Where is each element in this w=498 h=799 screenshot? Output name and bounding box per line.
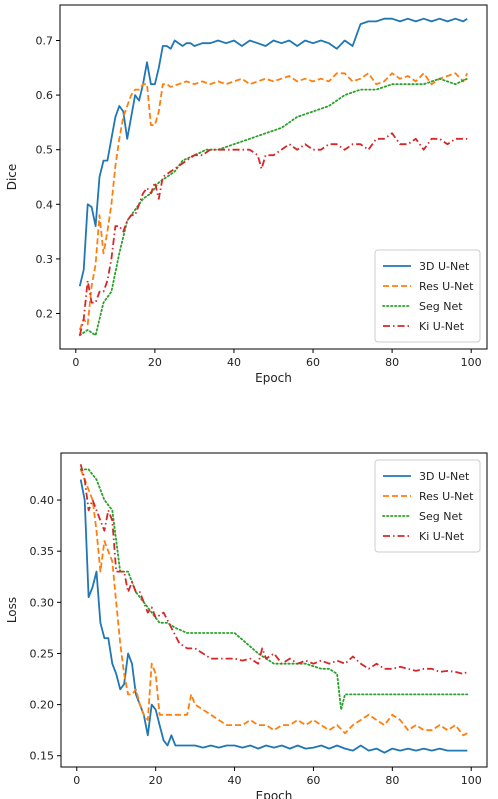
legend-box bbox=[374, 459, 481, 553]
legend-label: 3D U-Net bbox=[419, 260, 470, 273]
series-line-3d-u-net bbox=[78, 17, 468, 287]
y-tick-label: 0.25 bbox=[30, 647, 55, 660]
x-tick-label: 20 bbox=[149, 774, 163, 787]
y-tick-label: 0.7 bbox=[36, 34, 54, 47]
legend-label: Res U-Net bbox=[419, 490, 474, 503]
y-tick-label: 0.30 bbox=[30, 596, 55, 609]
x-axis-label: Epoch bbox=[255, 371, 292, 385]
legend-label: Seg Net bbox=[419, 300, 463, 313]
series-line-seg-net bbox=[79, 468, 469, 711]
y-tick-label: 0.2 bbox=[36, 308, 54, 321]
y-axis-label: Loss bbox=[5, 597, 19, 623]
y-tick-label: 0.40 bbox=[30, 494, 55, 507]
plot-frame bbox=[60, 452, 488, 768]
y-tick-label: 0.20 bbox=[30, 699, 55, 712]
x-tick-label: 80 bbox=[385, 774, 399, 787]
dice-chart: 0 20 40 60 80 100 0.2 0.3 0.4 0.5 0.6 0.7 Epoch Dice 3… bbox=[5, 4, 488, 385]
y-tick-label: 0.15 bbox=[30, 750, 55, 763]
x-tick-label: 0 bbox=[73, 774, 80, 787]
legend: 3D U-Net Res U-Net Seg Net Ki U-Net bbox=[374, 249, 481, 343]
x-tick-label: 60 bbox=[306, 356, 320, 369]
y-tick-label: 0.4 bbox=[36, 198, 54, 211]
legend-label: Ki U-Net bbox=[419, 530, 465, 543]
plot-frame bbox=[59, 4, 488, 350]
loss-chart: 0 20 40 60 80 100 0.15 0.20 0.25 0.30 0.35 0.40 Epoc… bbox=[5, 452, 488, 799]
series-line-res-u-net bbox=[79, 469, 468, 737]
legend-box bbox=[374, 249, 481, 343]
x-tick-label: 0 bbox=[72, 356, 79, 369]
y-axis-label: Dice bbox=[5, 164, 19, 191]
legend: 3D U-Net Res U-Net Seg Net Ki U-Net bbox=[374, 459, 481, 553]
series-line-3d-u-net bbox=[79, 479, 468, 754]
series-line-ki-u-net bbox=[78, 132, 468, 336]
legend-label: 3D U-Net bbox=[419, 470, 470, 483]
legend-label: Ki U-Net bbox=[419, 320, 465, 333]
y-tick-label: 0.3 bbox=[36, 253, 54, 266]
x-tick-label: 100 bbox=[461, 774, 482, 787]
x-tick-label: 20 bbox=[148, 356, 162, 369]
legend-label: Seg Net bbox=[419, 510, 463, 523]
series-line-res-u-net bbox=[78, 72, 469, 331]
x-tick-label: 80 bbox=[385, 356, 399, 369]
x-tick-label: 40 bbox=[227, 356, 241, 369]
x-tick-label: 100 bbox=[461, 356, 482, 369]
x-tick-label: 40 bbox=[228, 774, 242, 787]
y-tick-label: 0.5 bbox=[36, 144, 54, 157]
legend-label: Res U-Net bbox=[419, 280, 474, 293]
y-tick-label: 0.35 bbox=[30, 545, 55, 558]
x-axis-label: Epoch bbox=[256, 789, 293, 799]
y-tick-label: 0.6 bbox=[36, 89, 54, 102]
x-tick-label: 60 bbox=[306, 774, 320, 787]
series-line-ki-u-net bbox=[79, 464, 468, 675]
